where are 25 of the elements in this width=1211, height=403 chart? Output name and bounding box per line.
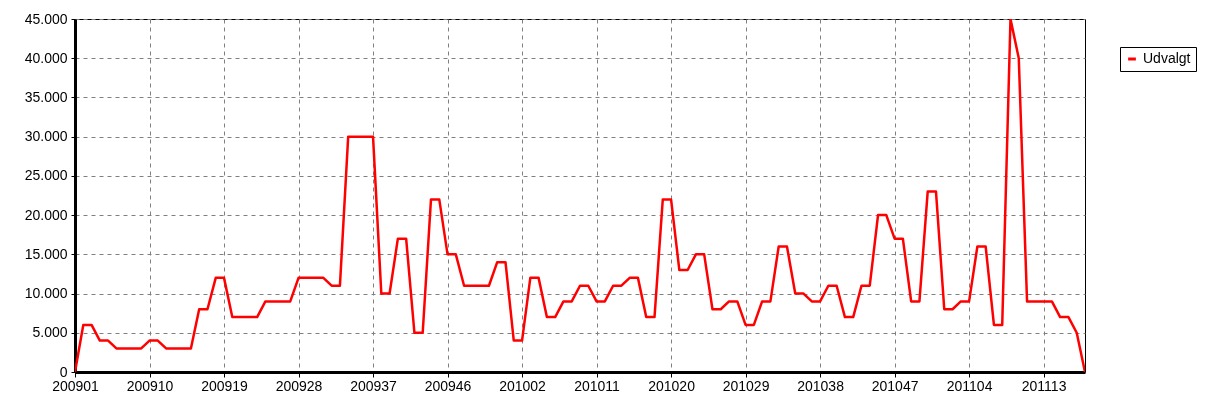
- y-tick-label: 30.000: [24, 128, 68, 145]
- legend-label: Udvalgt: [1143, 50, 1191, 66]
- x-tick-label: 200901: [52, 377, 100, 394]
- x-tick-label: 200910: [126, 377, 174, 394]
- y-tick-label: 25.000: [24, 167, 68, 184]
- x-tick-label: 200937: [350, 377, 398, 394]
- y-tick-label: 20.000: [24, 206, 68, 223]
- x-tick-label: 200928: [275, 377, 323, 394]
- x-tick-label: 201002: [499, 377, 547, 394]
- x-tick-label: 201104: [946, 377, 993, 394]
- y-tick-label: 5.000: [32, 324, 68, 341]
- x-tick-label: 201113: [1021, 377, 1067, 394]
- y-tick-label: 15.000: [24, 245, 68, 262]
- x-tick-label: 200946: [424, 377, 472, 394]
- x-tick-label: 201047: [871, 377, 919, 394]
- x-tick-label: 200919: [201, 377, 249, 394]
- y-tick-label: 0: [59, 363, 68, 380]
- x-tick-label: 201020: [648, 377, 696, 394]
- y-tick-label: 35.000: [24, 88, 68, 105]
- y-tick-label: 40.000: [24, 49, 68, 66]
- x-tick-label: 201029: [722, 377, 770, 394]
- y-tick-label: 10.000: [24, 285, 68, 302]
- y-tick-label: 45.000: [24, 10, 68, 27]
- x-tick-label: 201011: [574, 377, 621, 394]
- x-tick-label: 201038: [797, 377, 845, 394]
